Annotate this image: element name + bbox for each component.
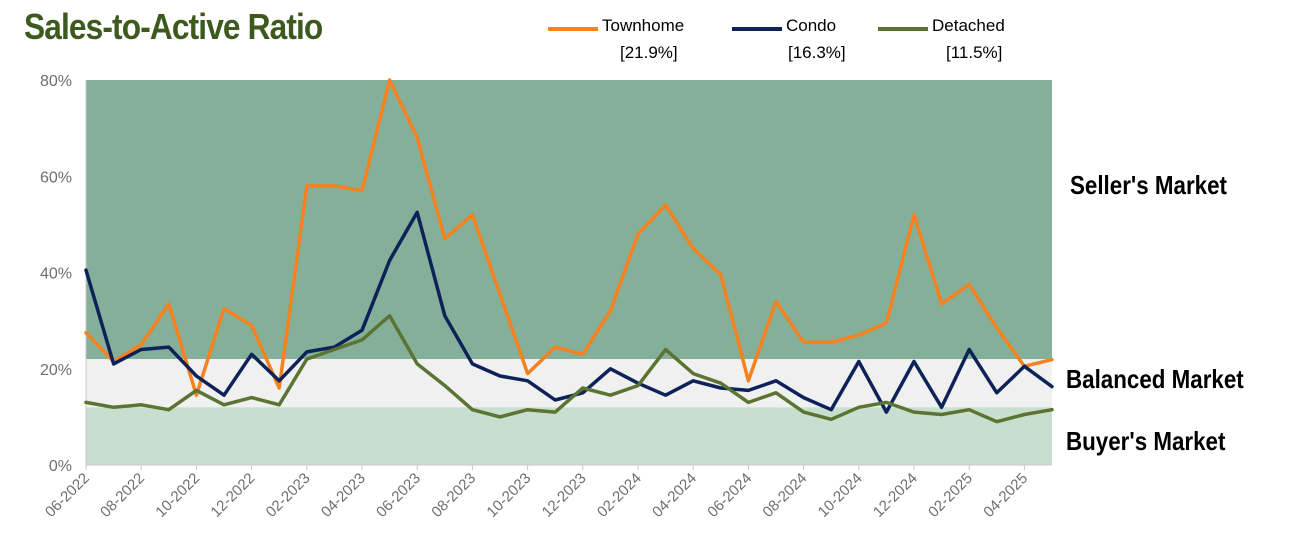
- legend-label-townhome: Townhome: [602, 16, 685, 35]
- zones-layer: [86, 80, 1052, 465]
- x-tick-label: 02-2025: [925, 470, 976, 521]
- y-tick-label: 0%: [49, 458, 72, 475]
- x-tick-label: 08-2023: [428, 470, 479, 521]
- x-tick-label: 02-2023: [263, 470, 314, 521]
- y-tick-label: 60%: [40, 169, 72, 186]
- x-tick-label: 06-2022: [42, 470, 93, 521]
- legend-swatch-condo: [732, 27, 782, 31]
- x-tick-label: 12-2023: [539, 470, 590, 521]
- legend-label-detached: Detached: [932, 16, 1005, 35]
- zone-label-sellers: Seller's Market: [1070, 170, 1227, 200]
- y-tick-label: 80%: [40, 73, 72, 90]
- chart-title: Sales-to-Active Ratio: [24, 6, 323, 47]
- y-tick-label: 20%: [40, 362, 72, 379]
- x-tick-label: 08-2024: [759, 470, 810, 521]
- zone-label-balanced: Balanced Market: [1066, 364, 1244, 394]
- x-tick-label: 06-2023: [373, 470, 424, 521]
- legend-swatch-detached: [878, 27, 928, 31]
- x-tick-label: 10-2023: [483, 470, 534, 521]
- x-tick-label: 04-2024: [649, 470, 700, 521]
- legend-swatch-townhome: [548, 27, 598, 31]
- legend-value-detached: [11.5%]: [946, 43, 1003, 62]
- x-tick-label: 10-2024: [815, 470, 866, 521]
- zone-label-buyers: Buyer's Market: [1066, 426, 1226, 456]
- zone-band-2: [86, 407, 1052, 465]
- series-line-townhome: [84, 78, 1054, 397]
- series-lines: [84, 78, 1054, 424]
- legend-value-condo: [16.3%]: [788, 43, 846, 62]
- y-tick-label: 40%: [40, 266, 72, 283]
- legend-value-townhome: [21.9%]: [620, 43, 678, 62]
- zone-band-0: [86, 80, 1052, 360]
- x-tick-label: 10-2022: [152, 470, 203, 521]
- x-tick-label: 12-2024: [870, 470, 921, 521]
- x-tick-label: 04-2025: [980, 470, 1031, 521]
- x-tick-label: 08-2022: [97, 470, 148, 521]
- legend-label-condo: Condo: [786, 16, 837, 35]
- series-line-detached: [84, 314, 1054, 424]
- x-tick-label: 04-2023: [318, 470, 369, 521]
- x-tick-label: 02-2024: [594, 470, 645, 521]
- x-tick-label: 06-2024: [704, 470, 755, 521]
- x-tick-label: 12-2022: [207, 470, 258, 521]
